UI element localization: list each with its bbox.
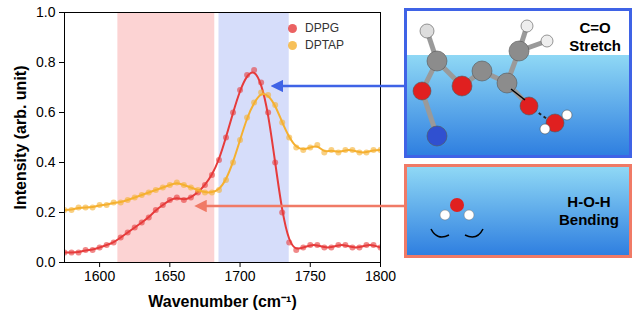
- svg-text:0.2: 0.2: [36, 204, 56, 220]
- svg-text:0.6: 0.6: [36, 104, 56, 120]
- html-text:DPTAP: DPTAP: [305, 38, 345, 52]
- svg-text:1700: 1700: [224, 268, 255, 284]
- svg-text:Intensity (arb. unit): Intensity (arb. unit): [12, 66, 29, 210]
- svg-text:1750: 1750: [295, 268, 326, 284]
- svg-text:1650: 1650: [154, 268, 185, 284]
- html-text:H-O-H Bending: H-O-H Bending: [559, 193, 619, 228]
- svg-text:1.0: 1.0: [36, 4, 56, 20]
- svg-text:1600: 1600: [84, 268, 115, 284]
- html-text:DPPG: DPPG: [305, 21, 339, 35]
- html-text:C=O Stretch: C=O Stretch: [569, 19, 621, 54]
- svg-text:Wavenumber (cm⁻¹): Wavenumber (cm⁻¹): [148, 293, 296, 310]
- svg-text:0.0: 0.0: [36, 254, 56, 270]
- svg-text:1800: 1800: [365, 268, 396, 284]
- svg-text:0.8: 0.8: [36, 54, 56, 70]
- svg-text:0.4: 0.4: [36, 154, 56, 170]
